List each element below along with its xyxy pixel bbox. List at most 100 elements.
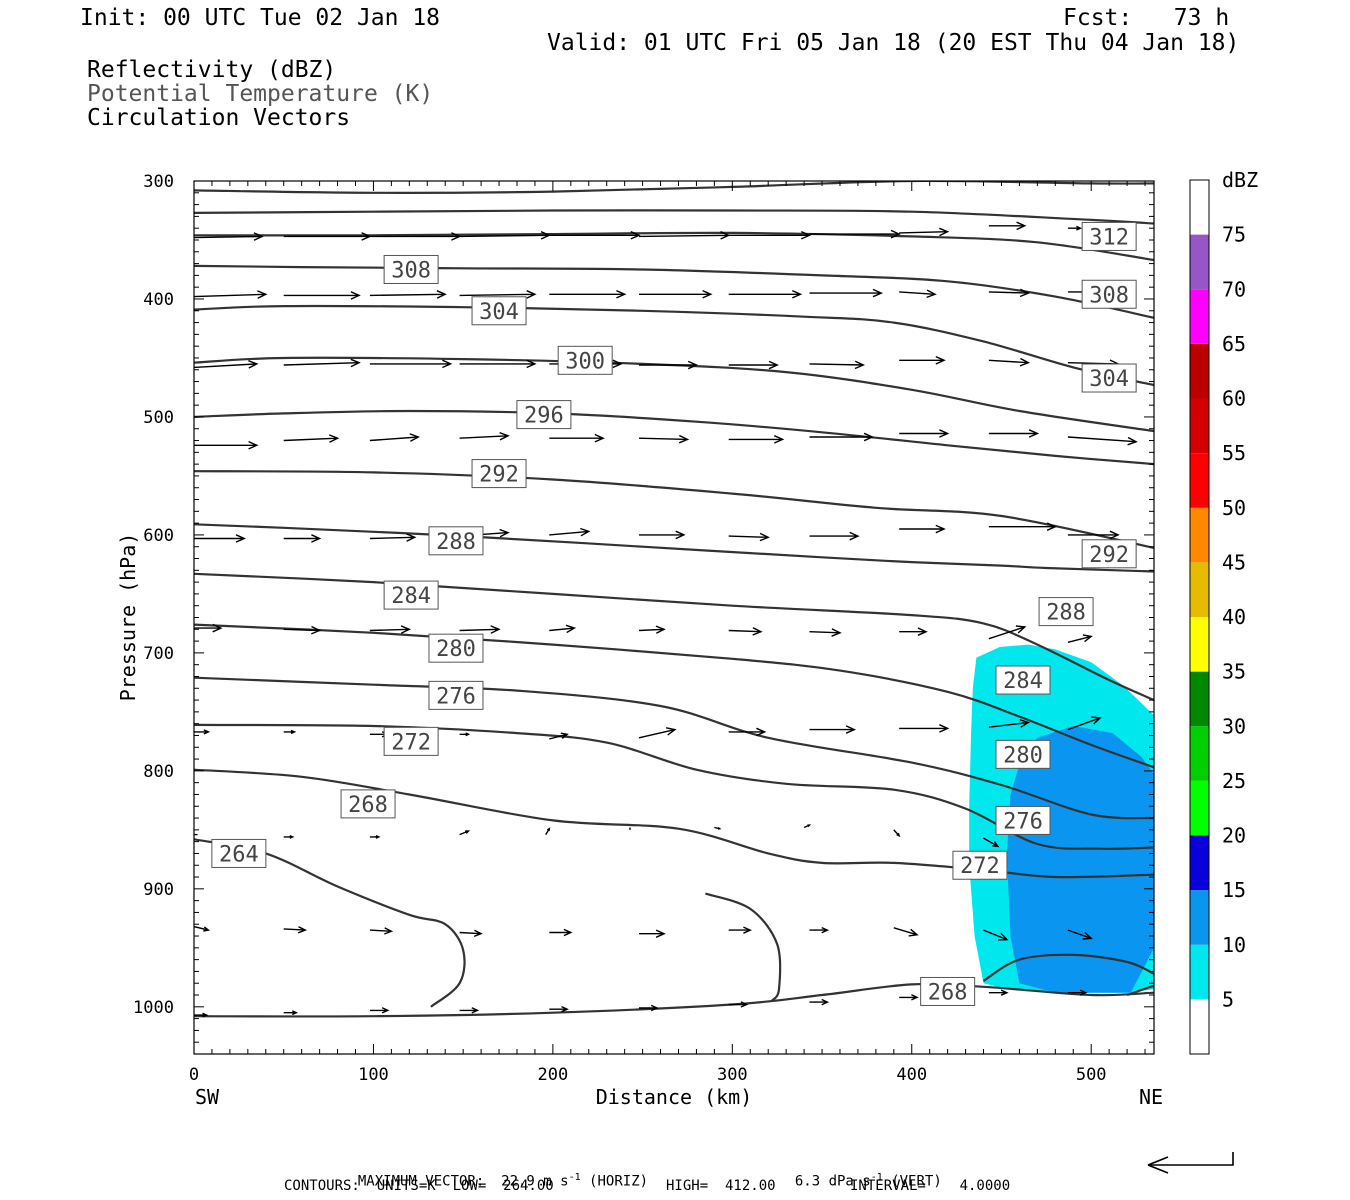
colorbar-bin-10 <box>1190 890 1209 945</box>
colorbar-label: 70 <box>1222 277 1246 301</box>
colorbar-bin-45 <box>1190 507 1209 563</box>
theta-contour-300 <box>194 356 1154 433</box>
circulation-vector <box>459 625 501 634</box>
theta-label-308: 308 <box>383 254 439 284</box>
circulation-vector <box>459 431 510 441</box>
theta-label-box <box>428 633 484 663</box>
field-vectors: Circulation Vectors <box>87 105 351 131</box>
colorbar-bin-65 <box>1190 289 1209 344</box>
circulation-vector <box>899 355 946 365</box>
circulation-vector <box>899 289 937 299</box>
circulation-vector <box>549 433 605 443</box>
theta-label-296: 296 <box>516 400 572 430</box>
footer-interval: INTERVAL= 4.0000 <box>850 1178 1011 1194</box>
circulation-vector <box>728 360 779 370</box>
circulation-vector <box>983 929 1009 941</box>
theta-label-box <box>211 838 267 868</box>
theta-label-box <box>995 665 1051 695</box>
circulation-vector <box>1067 530 1120 540</box>
max-vector-horiz: MAXIMUM VECTOR: 22.9 m s <box>357 1173 569 1190</box>
circulation-vector <box>809 229 901 239</box>
ne-end-label: NE <box>1139 1085 1163 1109</box>
circulation-vector <box>893 829 901 838</box>
circulation-vector <box>728 230 812 240</box>
circulation-vector <box>1067 929 1093 940</box>
colorbar-label: 60 <box>1222 387 1246 411</box>
theta-label-text: 308 <box>1089 283 1129 308</box>
theta-label-264: 264 <box>211 838 267 868</box>
theta-contour-276 <box>194 676 1154 820</box>
theta-contour-284 <box>194 572 1154 702</box>
theta-label-text: 280 <box>1003 743 1043 768</box>
footer-max-vector: MAXIMUM VECTOR: 22.9 m s-1 (HORIZ) <box>341 1159 648 1189</box>
circulation-vector <box>809 725 857 734</box>
forecast-hour: Fcst: 73 h <box>1063 5 1230 31</box>
circulation-vector <box>283 434 340 443</box>
circulation-vector <box>194 232 264 241</box>
circulation-vector <box>988 719 1031 728</box>
max-vector-horiz-exp: -1 <box>568 1172 581 1183</box>
max-vector-horiz-tail: (HORIZ) <box>580 1173 649 1190</box>
circulation-vector <box>194 534 246 543</box>
colorbar-bin-60 <box>1190 343 1209 399</box>
field-theta: Potential Temperature (K) <box>87 81 434 107</box>
circulation-vector <box>1067 634 1093 643</box>
circulation-vector <box>369 533 417 542</box>
colorbar-bin-70 <box>1190 234 1209 290</box>
theta-label-268: 268 <box>920 976 976 1006</box>
theta-label-box <box>383 580 439 610</box>
theta-label-box <box>340 789 396 819</box>
colorbar-label: 65 <box>1222 332 1246 356</box>
circulation-vector <box>638 625 666 634</box>
theta-label-box <box>995 805 1051 835</box>
y-tick-label: 600 <box>143 526 174 546</box>
circulation-vector <box>549 1005 569 1013</box>
theta-label-268: 268 <box>340 789 396 819</box>
valid-time: Valid: 01 UTC Fri 05 Jan 18 (20 EST Thu … <box>547 30 1240 56</box>
theta-label-text: 312 <box>1089 225 1129 250</box>
circulation-vector <box>369 359 453 369</box>
colorbar-label: 45 <box>1222 550 1246 574</box>
reflectivity-region-10dbz <box>1006 726 1154 993</box>
colorbar-label: 25 <box>1222 769 1246 793</box>
theta-contour-312 <box>194 181 1154 194</box>
max-vector-vert: 6.3 dPa s <box>794 1173 871 1190</box>
y-tick-label: 400 <box>143 290 174 310</box>
circulation-vector <box>728 289 803 299</box>
theta-label-text: 272 <box>960 854 1000 879</box>
theta-label-text: 308 <box>391 258 431 283</box>
footer-contours: CONTOURS: UNITS=K LOW= 264.00 <box>284 1178 554 1194</box>
colorbar-label: 20 <box>1222 824 1246 848</box>
theta-label-box <box>471 296 527 326</box>
circulation-vector <box>899 724 950 733</box>
circulation-vector <box>639 530 686 540</box>
theta-label-280: 280 <box>428 633 484 663</box>
circulation-vector <box>283 834 295 839</box>
circulation-vector <box>639 1004 659 1012</box>
theta-contour-268 <box>194 982 1154 1018</box>
theta-label-text: 292 <box>1089 543 1129 568</box>
theta-label-box <box>1081 539 1137 569</box>
theta-contour-292 <box>194 470 1154 549</box>
colorbar-outline <box>1189 179 1210 1055</box>
colorbar-bin-30 <box>1190 671 1209 727</box>
circulation-vector <box>728 1001 749 1008</box>
colorbar-bin-50 <box>1190 453 1209 508</box>
colorbar-label: 75 <box>1222 223 1246 247</box>
theta-label-272: 272 <box>952 850 1008 880</box>
colorbar-label: 40 <box>1222 605 1246 629</box>
theta-contour-296 <box>194 409 1154 466</box>
circulation-vector <box>988 429 1040 438</box>
circulation-vector <box>728 627 763 636</box>
colorbar-label: 10 <box>1222 933 1246 957</box>
theta-contour-288 <box>194 523 1154 573</box>
circulation-vector <box>283 534 322 543</box>
theta-label-text: 284 <box>1003 669 1043 694</box>
circulation-vector <box>983 837 1000 848</box>
theta-label-box <box>995 739 1051 769</box>
circulation-vector <box>545 827 551 835</box>
circulation-vector <box>194 1012 209 1018</box>
theta-label-text: 280 <box>436 637 476 662</box>
theta-label-text: 268 <box>928 980 968 1005</box>
